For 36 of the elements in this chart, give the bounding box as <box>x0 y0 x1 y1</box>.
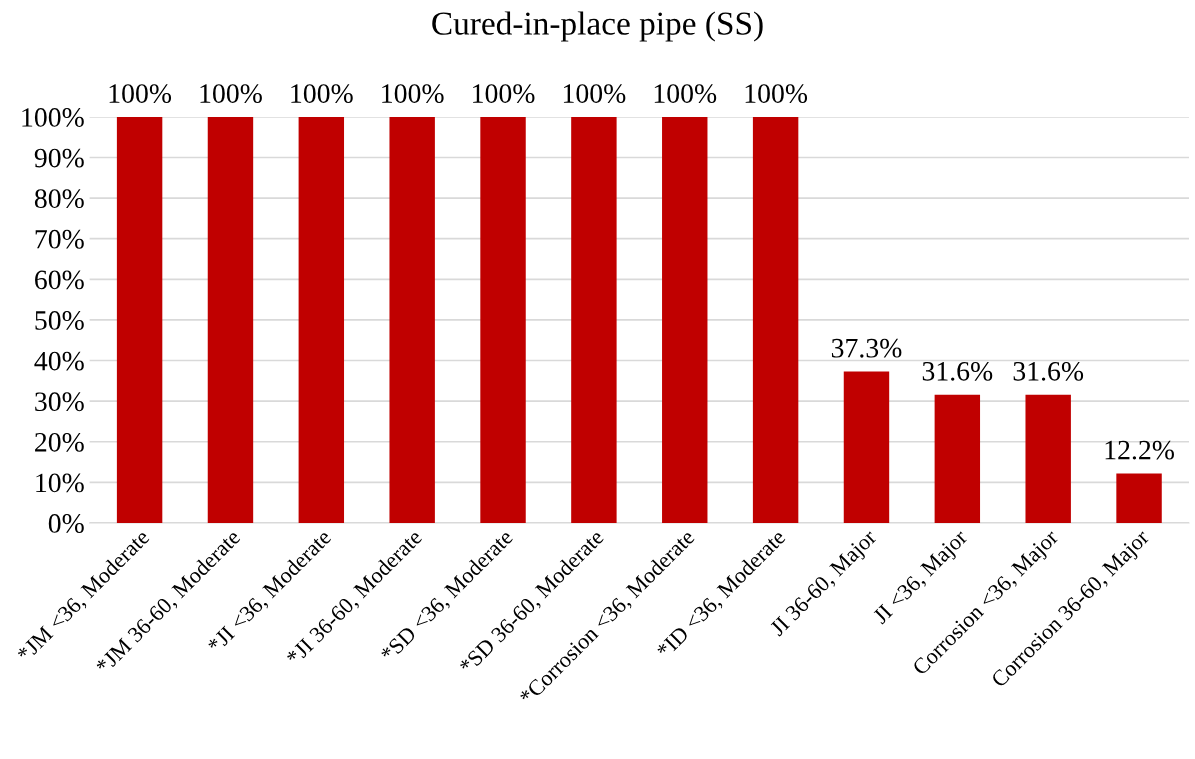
bar <box>662 116 708 523</box>
y-tick-label: 80% <box>34 189 84 209</box>
data-label: 100% <box>473 84 535 103</box>
bar <box>843 371 890 523</box>
data-label: 100% <box>291 84 353 103</box>
y-tick-label: 60% <box>35 270 84 290</box>
bar <box>298 116 345 523</box>
data-label: 100% <box>563 84 626 103</box>
bar <box>116 116 163 523</box>
y-tick-label: 40% <box>34 351 84 371</box>
y-tick-label: 10% <box>36 473 84 493</box>
y-tick-label: 20% <box>35 432 84 452</box>
bar <box>1116 473 1162 523</box>
y-tick-label: 0% <box>48 514 84 533</box>
data-label: 100% <box>745 84 808 103</box>
bar <box>934 394 981 523</box>
y-tick-label: 70% <box>35 229 84 249</box>
data-label: 100% <box>109 84 172 103</box>
bar <box>1025 394 1071 523</box>
data-label: 12.2% <box>1105 440 1174 460</box>
bar <box>480 116 526 523</box>
data-label: 100% <box>200 84 262 103</box>
data-label: 31.6% <box>922 361 993 381</box>
chart-title: Cured-in-place pipe (SS) <box>432 11 763 42</box>
y-tick-label: 50% <box>35 311 84 330</box>
data-label: 31.6% <box>1013 361 1084 381</box>
bar <box>571 116 617 523</box>
data-label: 37.3% <box>831 338 902 358</box>
y-tick-label: 30% <box>35 392 84 412</box>
y-tick-label: 100% <box>22 108 84 127</box>
y-tick-label: 90% <box>34 148 84 168</box>
bar <box>752 116 799 523</box>
data-label: 100% <box>654 84 717 103</box>
bar <box>207 116 254 523</box>
bar <box>389 116 435 523</box>
data-label: 100% <box>382 84 444 103</box>
